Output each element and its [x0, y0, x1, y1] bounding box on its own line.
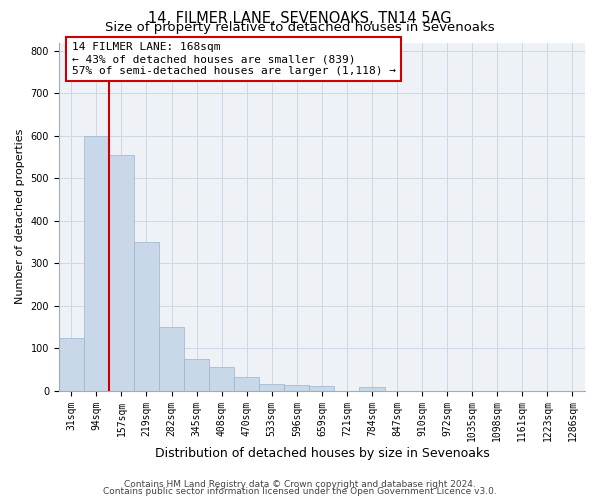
Bar — [109, 155, 134, 390]
Text: 14 FILMER LANE: 168sqm
← 43% of detached houses are smaller (839)
57% of semi-de: 14 FILMER LANE: 168sqm ← 43% of detached… — [71, 42, 395, 76]
Bar — [234, 376, 259, 390]
Bar — [184, 359, 209, 390]
Y-axis label: Number of detached properties: Number of detached properties — [15, 129, 25, 304]
Bar — [159, 327, 184, 390]
Bar — [284, 385, 310, 390]
Text: 14, FILMER LANE, SEVENOAKS, TN14 5AG: 14, FILMER LANE, SEVENOAKS, TN14 5AG — [148, 11, 452, 26]
Bar — [134, 242, 159, 390]
Bar — [259, 384, 284, 390]
Text: Size of property relative to detached houses in Sevenoaks: Size of property relative to detached ho… — [105, 22, 495, 35]
Bar — [359, 387, 385, 390]
Bar — [84, 136, 109, 390]
Text: Contains public sector information licensed under the Open Government Licence v3: Contains public sector information licen… — [103, 487, 497, 496]
Bar — [59, 338, 84, 390]
Bar — [310, 386, 334, 390]
X-axis label: Distribution of detached houses by size in Sevenoaks: Distribution of detached houses by size … — [155, 447, 489, 460]
Bar — [209, 367, 234, 390]
Text: Contains HM Land Registry data © Crown copyright and database right 2024.: Contains HM Land Registry data © Crown c… — [124, 480, 476, 489]
